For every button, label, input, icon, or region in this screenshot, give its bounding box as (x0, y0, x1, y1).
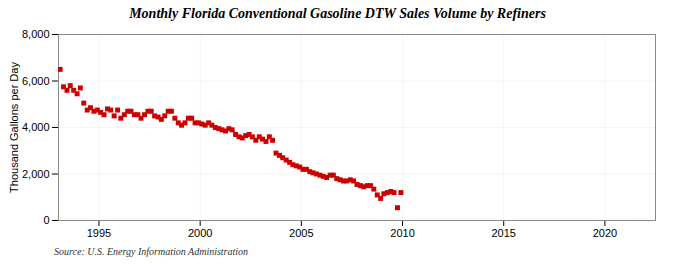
svg-text:2,000: 2,000 (22, 168, 50, 180)
svg-text:2005: 2005 (289, 227, 313, 239)
html-text:Source: U.S. Energy Informatio: Source: U.S. Energy Information Administ… (54, 246, 249, 257)
svg-text:Thousand Gallons per Day: Thousand Gallons per Day (8, 62, 20, 193)
svg-text:4,000: 4,000 (22, 121, 50, 133)
svg-text:6,000: 6,000 (22, 75, 50, 87)
svg-text:1995: 1995 (87, 227, 111, 239)
svg-text:8,000: 8,000 (22, 28, 50, 40)
svg-text:0: 0 (43, 214, 49, 226)
html-text:Monthly Florida Conventional G: Monthly Florida Conventional Gasoline DT… (129, 6, 546, 21)
svg-text:2015: 2015 (491, 227, 515, 239)
svg-text:2000: 2000 (188, 227, 212, 239)
svg-text:2020: 2020 (593, 227, 617, 239)
svg-text:2010: 2010 (390, 227, 414, 239)
